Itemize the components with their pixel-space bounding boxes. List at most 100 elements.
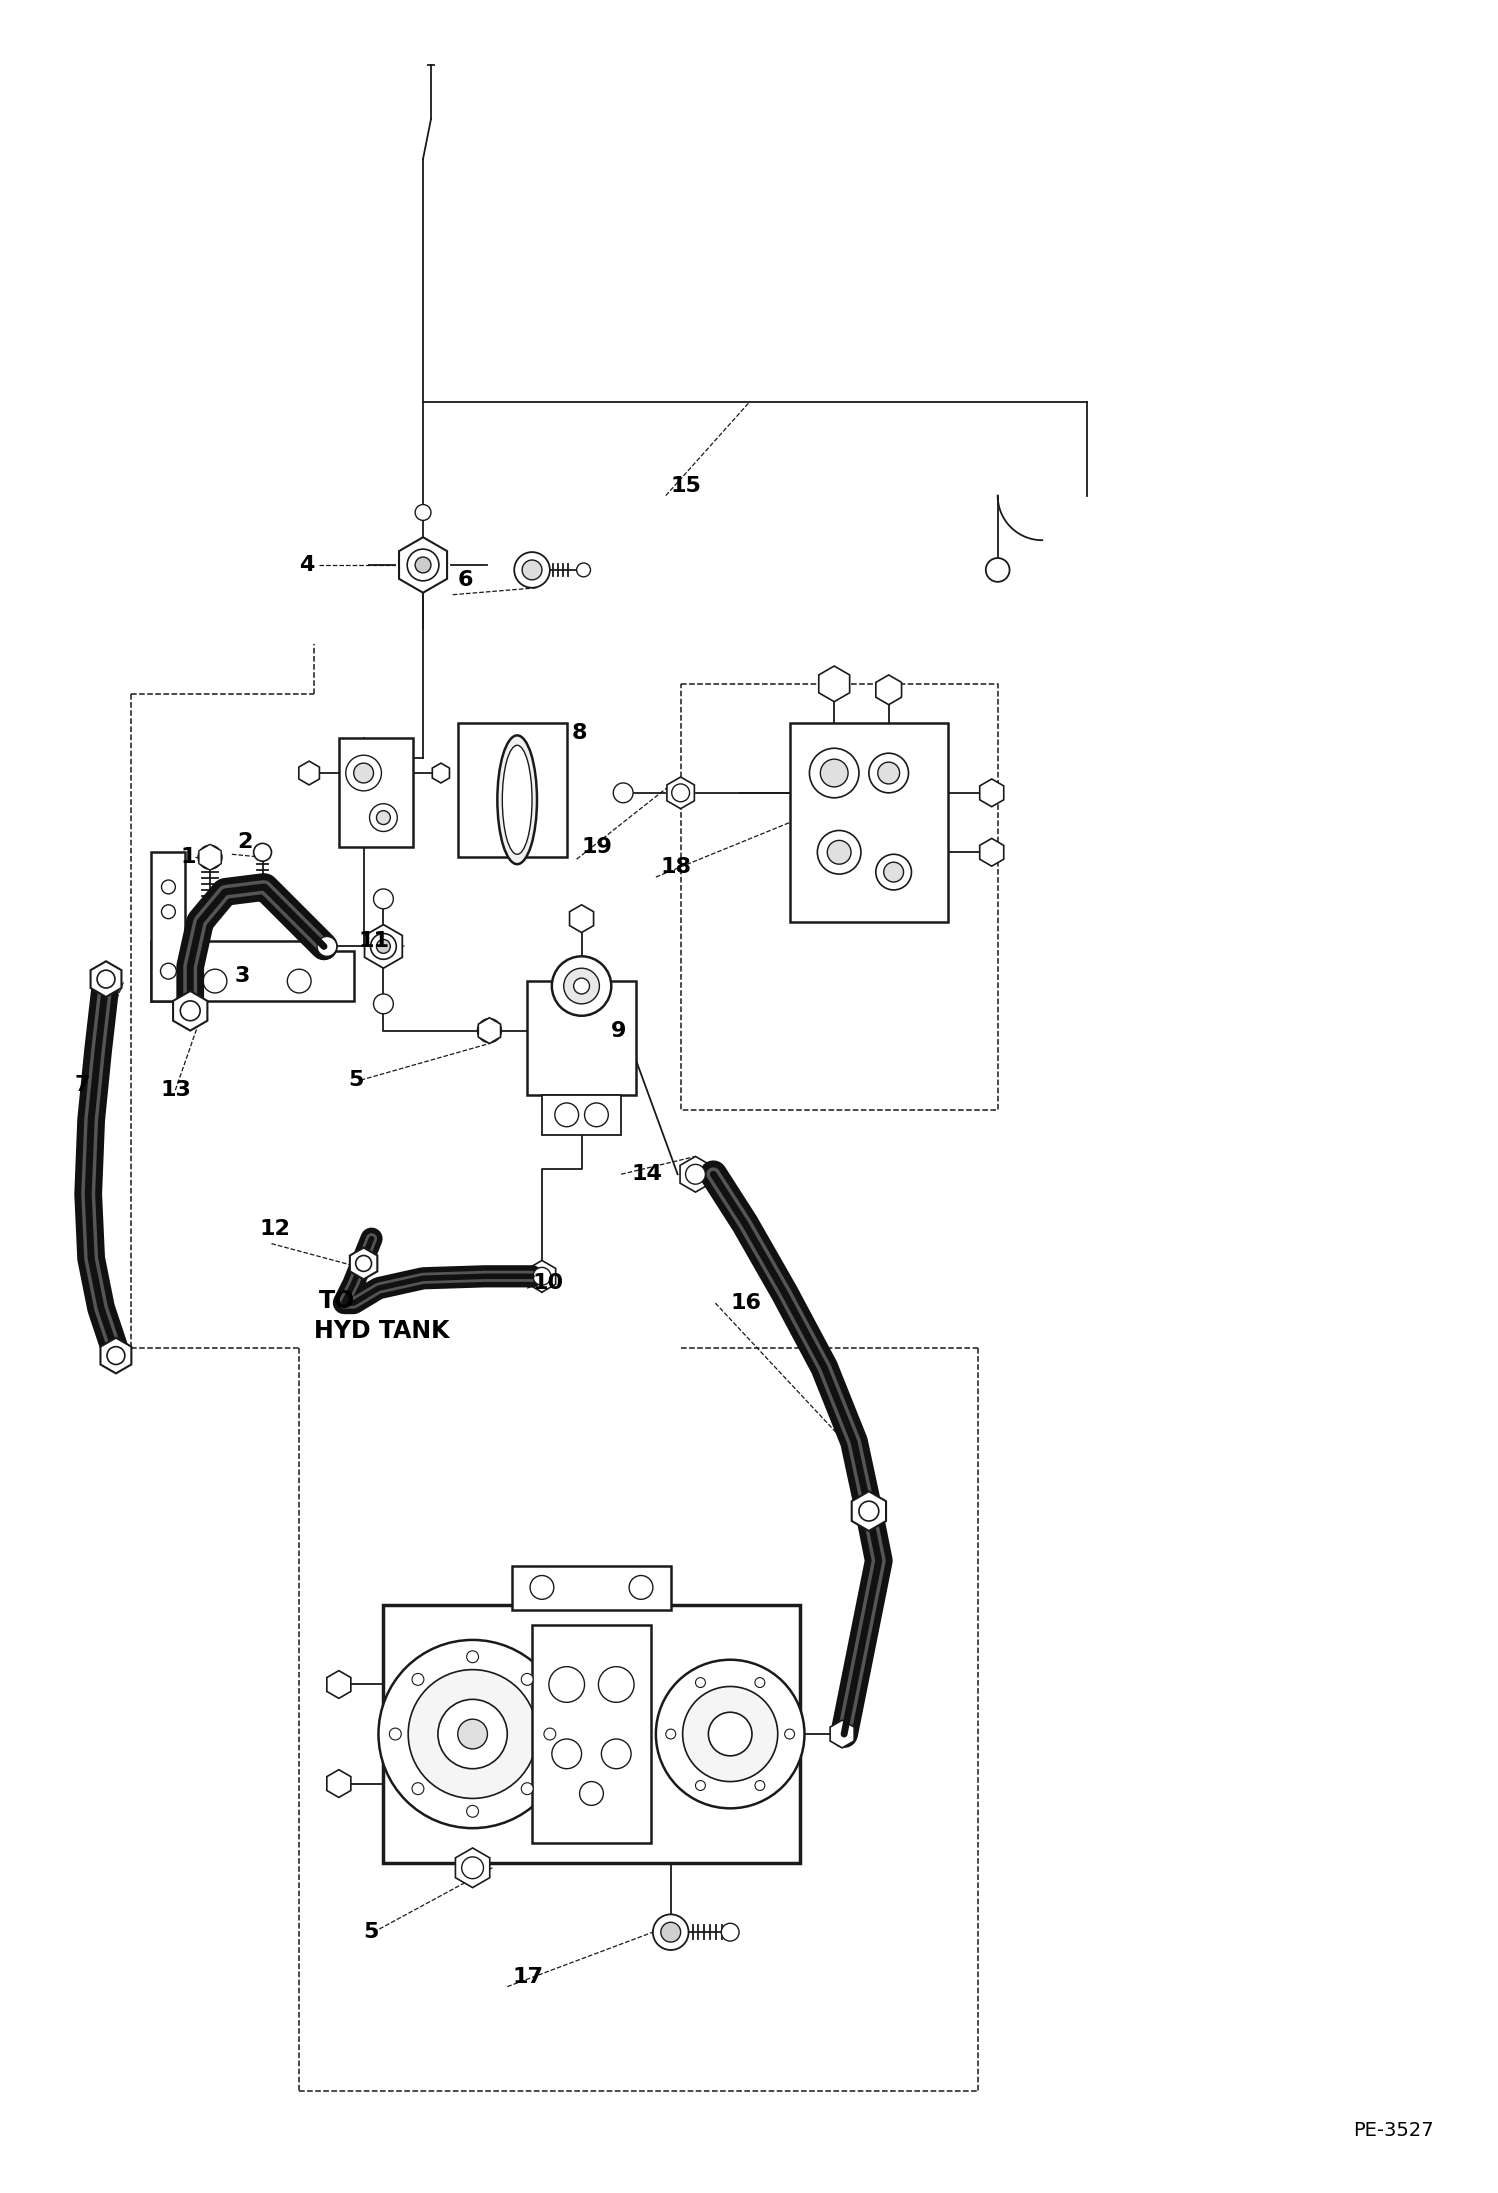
Circle shape [437,1700,508,1770]
Circle shape [379,1640,566,1829]
Bar [512,1566,671,1610]
Bar [789,724,948,921]
Polygon shape [351,1248,377,1279]
Circle shape [821,759,848,787]
Circle shape [653,1914,689,1950]
Text: 19: 19 [581,838,613,857]
Circle shape [755,1678,765,1686]
Circle shape [986,557,1010,581]
Circle shape [412,1783,424,1794]
Circle shape [523,559,542,579]
Circle shape [551,1739,581,1770]
Polygon shape [529,1261,556,1292]
Circle shape [97,969,115,989]
Text: PE-3527: PE-3527 [1353,2121,1434,2140]
Circle shape [478,1020,502,1042]
Polygon shape [830,1719,854,1748]
Circle shape [288,969,312,993]
Polygon shape [455,1849,490,1888]
Circle shape [755,1781,765,1789]
Circle shape [318,936,337,956]
Text: TO: TO [319,1289,355,1314]
Text: 17: 17 [512,1967,544,1987]
Circle shape [461,1857,484,1879]
Text: 18: 18 [661,857,692,877]
Circle shape [598,1667,634,1702]
Circle shape [601,1739,631,1770]
Circle shape [878,763,900,783]
Circle shape [695,1781,706,1789]
Polygon shape [327,1671,351,1697]
Text: 13: 13 [160,1081,192,1101]
Circle shape [354,763,373,783]
Circle shape [661,1923,680,1943]
Circle shape [521,1783,533,1794]
Text: 4: 4 [300,555,315,575]
Circle shape [584,1103,608,1127]
Text: 10: 10 [532,1274,563,1294]
Circle shape [346,754,382,792]
Text: 5: 5 [364,1923,379,1943]
Circle shape [160,963,177,978]
Polygon shape [433,763,449,783]
Text: 16: 16 [730,1294,761,1314]
Circle shape [709,1713,752,1757]
Circle shape [355,1257,372,1272]
Polygon shape [569,906,593,932]
Circle shape [629,1575,653,1599]
Circle shape [563,967,599,1004]
Circle shape [407,1669,536,1798]
Text: 11: 11 [358,932,389,952]
Circle shape [370,934,397,958]
Polygon shape [980,779,1004,807]
Circle shape [671,783,689,803]
Circle shape [180,1000,201,1020]
Polygon shape [478,1018,500,1044]
Text: 2: 2 [237,833,252,853]
Circle shape [530,1575,554,1599]
Polygon shape [199,844,222,871]
Circle shape [613,783,634,803]
Circle shape [415,557,431,572]
Circle shape [827,840,851,864]
Circle shape [370,805,397,831]
Circle shape [656,1660,804,1809]
Text: 12: 12 [259,1219,291,1239]
Polygon shape [680,1156,712,1193]
Circle shape [521,1673,533,1686]
Circle shape [809,748,858,798]
Polygon shape [151,941,354,1000]
Circle shape [818,831,861,875]
Text: 7: 7 [75,1075,90,1094]
Circle shape [884,862,903,882]
Circle shape [551,956,611,1015]
Bar [339,739,413,846]
Polygon shape [327,1770,351,1798]
Polygon shape [100,1338,132,1373]
Text: 1: 1 [180,846,196,866]
Circle shape [253,844,271,862]
Circle shape [106,1347,124,1364]
Circle shape [574,978,590,993]
Text: HYD TANK: HYD TANK [315,1318,449,1342]
Bar [542,1094,622,1134]
Circle shape [376,811,391,825]
Circle shape [458,1719,487,1748]
Bar [527,980,637,1094]
Text: 9: 9 [611,1020,626,1042]
Circle shape [785,1728,794,1739]
Polygon shape [298,761,319,785]
Circle shape [533,1268,551,1285]
Circle shape [389,1728,401,1739]
Polygon shape [852,1491,885,1531]
Circle shape [204,969,226,993]
Circle shape [721,1923,739,1941]
Circle shape [577,564,590,577]
Circle shape [869,752,908,794]
Bar [383,1605,800,1862]
Polygon shape [174,991,207,1031]
Circle shape [373,993,394,1013]
Text: 3: 3 [235,967,250,987]
Text: 8: 8 [572,724,587,743]
Circle shape [580,1781,604,1805]
